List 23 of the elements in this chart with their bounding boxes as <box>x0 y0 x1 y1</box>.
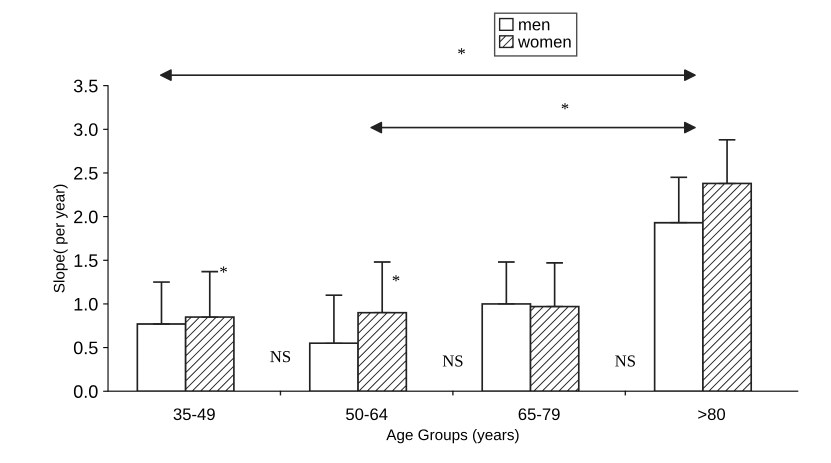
y-tick-label: 3.0 <box>74 123 98 136</box>
y-tick-label: 2.0 <box>74 210 98 224</box>
annotation: NS <box>442 355 463 367</box>
y-tick-label: 1.0 <box>74 298 98 311</box>
y-axis-title: Slope( per year) <box>53 184 68 293</box>
y-tick-label: 0.0 <box>74 385 98 398</box>
annotation: * <box>220 266 227 273</box>
annotation: NS <box>615 355 635 367</box>
y-tick-label: 0.5 <box>74 342 98 354</box>
legend-label: women <box>518 38 571 48</box>
x-tick-label: >80 <box>698 408 726 420</box>
y-tick-label: 3.5 <box>74 80 98 92</box>
annotation: * <box>562 103 568 110</box>
y-tick-label: 1.5 <box>74 254 98 267</box>
y-tick-label: 2.5 <box>74 166 98 180</box>
x-tick-label: 35-49 <box>174 408 215 420</box>
legend-label: men <box>519 21 550 30</box>
annotation: * <box>392 275 400 282</box>
text: * <box>458 48 465 54</box>
annotation: NS <box>270 351 290 362</box>
x-tick-label: 50-64 <box>346 408 388 420</box>
x-axis-title: Age Groups (years) <box>386 428 519 444</box>
x-tick-label: 65-79 <box>518 408 560 420</box>
